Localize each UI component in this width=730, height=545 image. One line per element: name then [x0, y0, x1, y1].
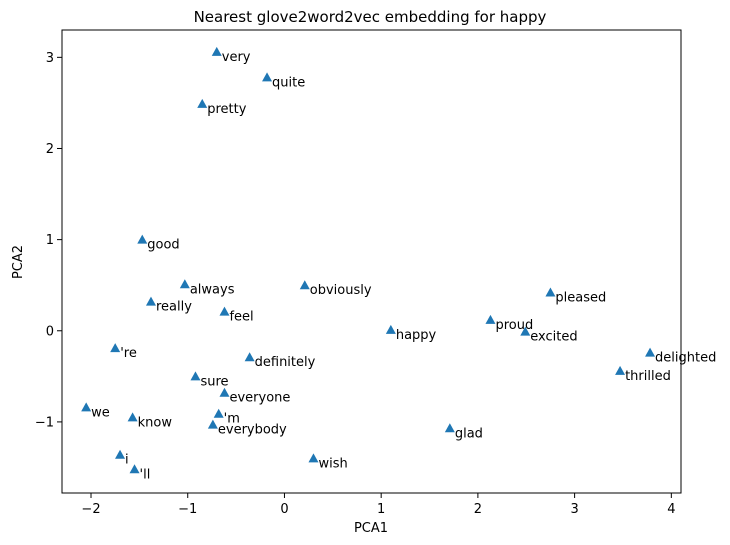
data-point — [197, 98, 208, 108]
y-tick-label: −1 — [35, 415, 54, 430]
point-label: pretty — [207, 102, 247, 117]
data-point — [213, 408, 224, 418]
point-label: thrilled — [625, 369, 671, 384]
point-label: quite — [272, 75, 305, 90]
data-point — [299, 280, 310, 290]
data-point — [308, 453, 319, 463]
point-label: 'll — [140, 467, 151, 482]
data-point — [137, 234, 148, 244]
x-tick-label: 1 — [377, 502, 385, 517]
x-axis-label: PCA1 — [354, 521, 388, 536]
point-label: feel — [229, 310, 253, 325]
data-point — [444, 423, 455, 433]
data-point — [645, 347, 656, 357]
point-label: definitely — [255, 355, 316, 370]
point-label: delighted — [655, 351, 716, 366]
data-point — [145, 296, 156, 306]
data-point — [115, 449, 126, 459]
data-point — [615, 365, 626, 375]
x-axis: −2 −1 0 1 2 3 4 — [81, 493, 675, 517]
y-tick-label: 2 — [46, 142, 54, 157]
data-point — [127, 412, 138, 422]
data-point — [110, 343, 121, 353]
point-label: 'm — [224, 412, 240, 427]
x-tick-label: 3 — [570, 502, 578, 517]
data-points — [81, 46, 656, 474]
point-label: pleased — [555, 290, 606, 305]
point-label: we — [91, 405, 110, 420]
point-label: know — [138, 415, 173, 430]
data-point — [179, 279, 190, 289]
point-label: happy — [396, 328, 437, 343]
y-axis-label: PCA2 — [11, 245, 26, 279]
plot-area — [61, 29, 682, 494]
y-tick-label: 0 — [46, 324, 54, 339]
point-label: excited — [530, 330, 577, 345]
point-label: good — [147, 238, 179, 253]
data-point — [190, 371, 201, 381]
point-label: always — [190, 282, 235, 297]
y-axis: −1 0 1 2 3 — [35, 51, 62, 430]
data-point — [219, 387, 230, 397]
point-label: 're — [120, 346, 137, 361]
y-tick-label: 3 — [46, 51, 54, 66]
data-point — [385, 324, 396, 334]
x-tick-label: 4 — [667, 502, 675, 517]
data-point — [81, 402, 92, 412]
point-label: i — [125, 453, 129, 468]
x-tick-label: 2 — [474, 502, 482, 517]
y-tick-label: 1 — [46, 233, 54, 248]
data-point — [520, 326, 531, 336]
point-label: very — [222, 50, 251, 65]
point-label: obviously — [310, 283, 372, 298]
point-labels: very quite pretty good always obviously really… — [91, 50, 716, 482]
data-point — [262, 72, 273, 82]
x-tick-label: −2 — [81, 502, 100, 517]
data-point — [207, 419, 218, 429]
point-label: wish — [318, 456, 347, 471]
chart-title: Nearest glove2word2vec embedding for hap… — [194, 8, 547, 26]
x-tick-label: −1 — [178, 502, 197, 517]
point-label: glad — [455, 426, 483, 441]
data-point — [129, 464, 140, 474]
point-label: proud — [495, 318, 533, 333]
data-point — [545, 287, 556, 297]
point-label: really — [156, 300, 192, 315]
data-point — [244, 352, 255, 362]
point-label: everybody — [218, 423, 287, 438]
point-label: everyone — [229, 391, 290, 406]
data-point — [485, 314, 496, 324]
data-point — [211, 46, 222, 56]
point-label: sure — [200, 374, 228, 389]
data-point — [219, 306, 230, 316]
x-tick-label: 0 — [280, 502, 288, 517]
